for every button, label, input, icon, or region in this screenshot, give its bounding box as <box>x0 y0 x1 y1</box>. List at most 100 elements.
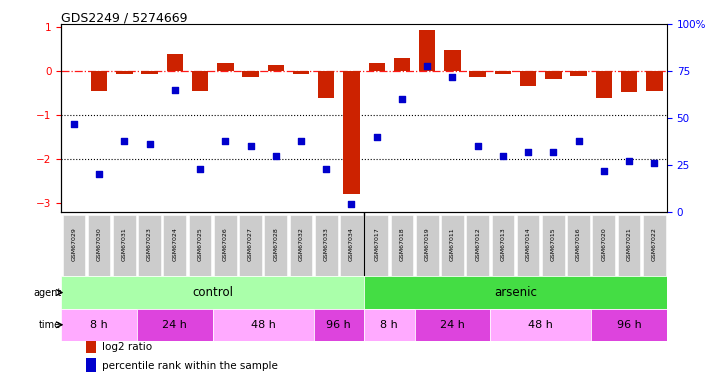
Text: GSM67013: GSM67013 <box>500 227 505 261</box>
Point <box>371 134 383 140</box>
Text: 96 h: 96 h <box>616 320 642 330</box>
Bar <box>495 71 511 74</box>
Text: GSM67014: GSM67014 <box>526 227 531 261</box>
FancyBboxPatch shape <box>138 214 161 276</box>
FancyBboxPatch shape <box>314 309 364 341</box>
FancyBboxPatch shape <box>593 214 615 276</box>
Bar <box>267 64 284 71</box>
FancyBboxPatch shape <box>61 309 137 341</box>
Text: GSM67011: GSM67011 <box>450 227 455 261</box>
Text: arsenic: arsenic <box>494 286 537 299</box>
Point <box>548 149 559 155</box>
Point <box>169 87 181 93</box>
Point <box>346 201 358 207</box>
FancyBboxPatch shape <box>315 214 337 276</box>
Point <box>598 168 610 174</box>
Bar <box>116 71 133 74</box>
Text: 48 h: 48 h <box>528 320 553 330</box>
FancyBboxPatch shape <box>618 214 640 276</box>
Text: GSM67016: GSM67016 <box>576 227 581 261</box>
Text: control: control <box>193 286 233 299</box>
Bar <box>368 63 385 71</box>
FancyBboxPatch shape <box>466 214 489 276</box>
FancyBboxPatch shape <box>415 309 490 341</box>
Bar <box>242 71 259 77</box>
FancyBboxPatch shape <box>364 276 667 309</box>
Text: GSM67022: GSM67022 <box>652 227 657 261</box>
Text: GSM67031: GSM67031 <box>122 227 127 261</box>
FancyBboxPatch shape <box>213 309 314 341</box>
FancyBboxPatch shape <box>492 214 514 276</box>
Text: GSM67020: GSM67020 <box>601 227 606 261</box>
Text: GSM67023: GSM67023 <box>147 227 152 261</box>
FancyBboxPatch shape <box>340 214 363 276</box>
Text: 8 h: 8 h <box>90 320 108 330</box>
Text: GSM67026: GSM67026 <box>223 227 228 261</box>
FancyBboxPatch shape <box>290 214 312 276</box>
Text: GSM67029: GSM67029 <box>71 227 76 261</box>
Text: GSM67021: GSM67021 <box>627 227 632 261</box>
FancyBboxPatch shape <box>366 214 388 276</box>
FancyBboxPatch shape <box>567 214 590 276</box>
Bar <box>419 30 435 71</box>
Point <box>270 153 282 159</box>
Text: 8 h: 8 h <box>381 320 398 330</box>
Point <box>68 121 80 127</box>
Point <box>397 96 408 102</box>
Bar <box>86 339 97 353</box>
Text: GSM67028: GSM67028 <box>273 227 278 261</box>
Bar <box>343 71 360 194</box>
FancyBboxPatch shape <box>113 214 136 276</box>
Point <box>94 171 105 177</box>
Point <box>118 138 131 144</box>
Text: 96 h: 96 h <box>327 320 351 330</box>
Text: GSM67025: GSM67025 <box>198 227 203 261</box>
Text: GSM67034: GSM67034 <box>349 227 354 261</box>
Text: GSM67012: GSM67012 <box>475 227 480 261</box>
Bar <box>469 71 486 77</box>
FancyBboxPatch shape <box>441 214 464 276</box>
FancyBboxPatch shape <box>591 309 667 341</box>
Bar <box>192 71 208 91</box>
Bar <box>520 71 536 86</box>
Bar <box>444 50 461 71</box>
Text: 24 h: 24 h <box>440 320 465 330</box>
Point <box>195 166 206 172</box>
Text: GSM67019: GSM67019 <box>425 227 430 261</box>
Text: GSM67027: GSM67027 <box>248 227 253 261</box>
Text: GSM67017: GSM67017 <box>374 227 379 261</box>
Text: log2 ratio: log2 ratio <box>102 342 153 352</box>
FancyBboxPatch shape <box>416 214 438 276</box>
FancyBboxPatch shape <box>542 214 565 276</box>
Bar <box>545 71 562 79</box>
FancyBboxPatch shape <box>643 214 665 276</box>
Bar <box>394 58 410 71</box>
Bar <box>646 71 663 91</box>
Point <box>321 166 332 172</box>
Bar <box>570 71 587 76</box>
Point <box>220 138 231 144</box>
Text: 48 h: 48 h <box>251 320 275 330</box>
Bar <box>141 71 158 74</box>
Bar <box>596 71 612 98</box>
FancyBboxPatch shape <box>61 276 364 309</box>
Point <box>421 63 433 69</box>
FancyBboxPatch shape <box>88 214 110 276</box>
Point <box>296 138 307 144</box>
FancyBboxPatch shape <box>164 214 186 276</box>
Bar <box>91 71 107 91</box>
Point <box>447 74 459 80</box>
Bar <box>86 358 97 372</box>
FancyBboxPatch shape <box>391 214 413 276</box>
FancyBboxPatch shape <box>63 214 85 276</box>
Bar <box>217 63 234 71</box>
Point <box>472 143 484 149</box>
Point <box>649 160 660 166</box>
Bar <box>318 71 335 98</box>
Text: time: time <box>39 320 61 330</box>
FancyBboxPatch shape <box>364 309 415 341</box>
FancyBboxPatch shape <box>189 214 211 276</box>
Text: GSM67032: GSM67032 <box>298 227 304 261</box>
Point <box>497 153 509 159</box>
Text: 24 h: 24 h <box>162 320 187 330</box>
